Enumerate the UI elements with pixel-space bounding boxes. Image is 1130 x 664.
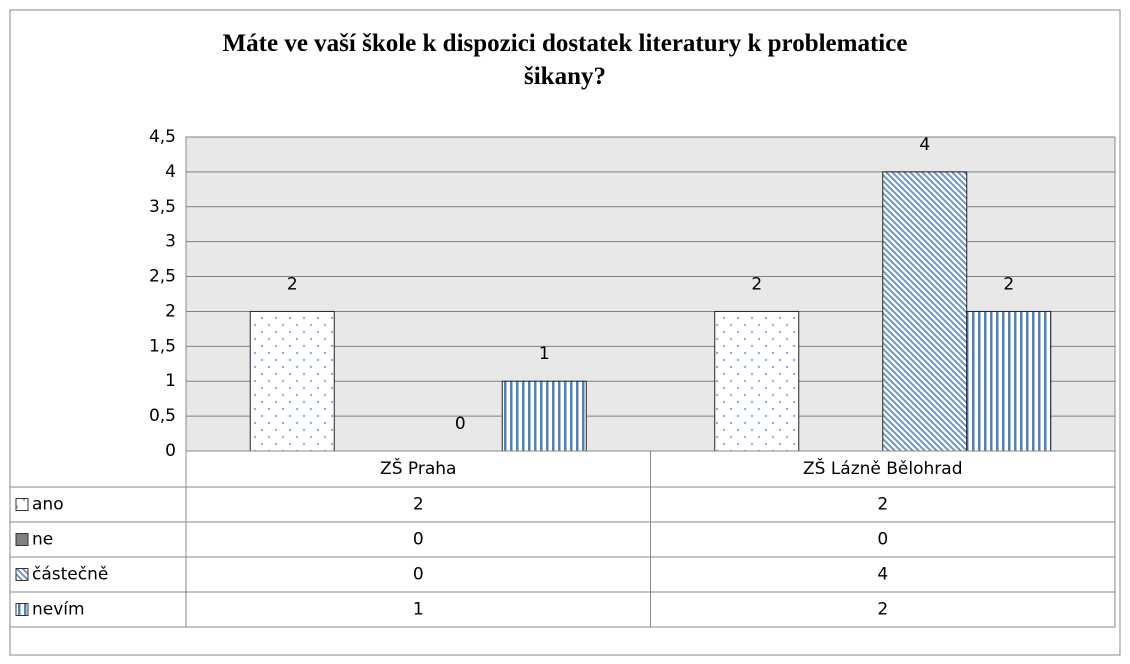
data-label: 2: [287, 274, 298, 294]
legend-key: [15, 568, 29, 581]
y-tick-label: 3,5: [149, 197, 176, 217]
bar: [966, 310, 1052, 452]
legend-label: částečně: [32, 565, 108, 585]
y-tick-label: 0: [165, 441, 176, 461]
data-label: 1: [539, 344, 550, 364]
data-label: 0: [455, 414, 466, 434]
legend-key: [15, 603, 29, 616]
y-tick-label: 3: [165, 232, 176, 252]
data-label: 2: [1003, 274, 1014, 294]
table-category: ZŠ Lázně Bělohrad: [803, 457, 963, 479]
table-cell: [185, 591, 651, 628]
table-row-head: [9, 556, 187, 593]
legend-label: ne: [32, 530, 53, 550]
legend-key: [15, 498, 29, 511]
bar: [501, 380, 587, 452]
table-value: 0: [413, 530, 424, 550]
table-cell: [185, 521, 651, 558]
table-value: 4: [877, 565, 888, 585]
y-tick-label: 2: [165, 301, 176, 321]
y-tick-label: 0,5: [149, 406, 176, 426]
chart-title: Máte ve vaší škole k dispozici dostatek …: [223, 30, 908, 90]
table-cell: [650, 591, 1116, 628]
y-tick-label: 4: [165, 162, 176, 182]
table-value: 2: [877, 600, 888, 620]
data-label: 2: [751, 274, 762, 294]
data-label: 4: [919, 135, 930, 155]
y-tick-label: 4,5: [149, 127, 176, 147]
y-tick-label: 1,5: [149, 336, 176, 356]
table-value: 0: [877, 530, 888, 550]
table-cell: [650, 521, 1116, 558]
table-row-head: [9, 521, 187, 558]
legend-label: nevím: [32, 600, 85, 620]
bar: [882, 171, 968, 452]
table-value: 2: [877, 495, 888, 515]
table-cell: [650, 556, 1116, 593]
table-value: 2: [413, 495, 424, 515]
bar: [249, 310, 335, 452]
table-row-head: [9, 486, 187, 523]
legend-label: ano: [32, 495, 64, 515]
table-category: ZŠ Praha: [380, 457, 456, 479]
legend-key: [15, 533, 29, 546]
bar: [714, 310, 800, 452]
data-table: ZŠ Praha ZŠ Lázně Bělohrad ano 2 2 ne 0 0 částeč…: [9, 450, 1116, 628]
table-value: 1: [413, 600, 424, 620]
table-value: 0: [413, 565, 424, 585]
y-tick-label: 2,5: [149, 267, 176, 287]
y-tick-label: 1: [165, 371, 176, 391]
table-cell: [650, 486, 1116, 523]
